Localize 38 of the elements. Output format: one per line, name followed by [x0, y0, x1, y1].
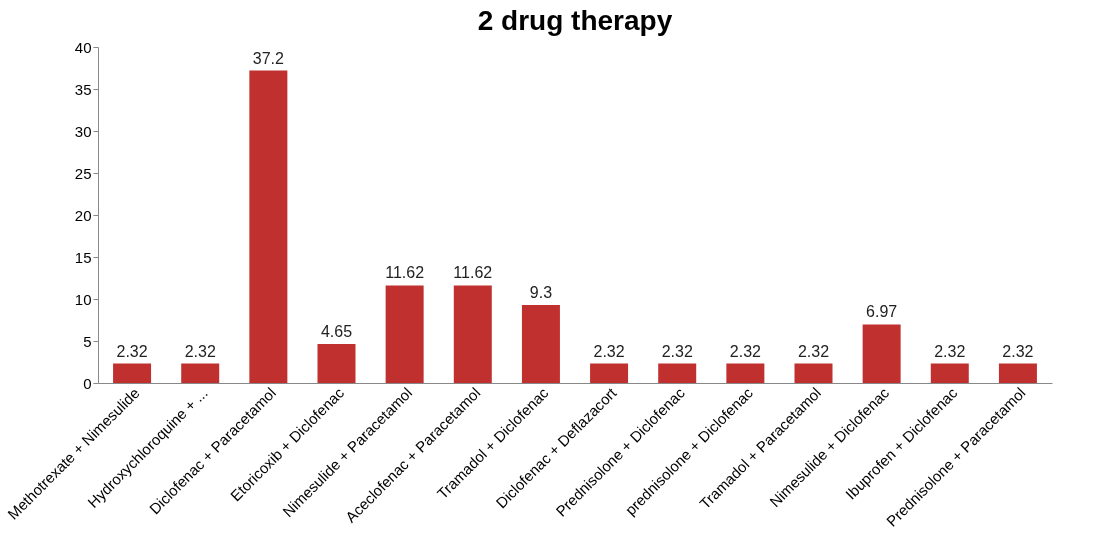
bar — [794, 363, 833, 383]
data-label: 2.32 — [729, 342, 762, 360]
data-label: 2.32 — [797, 342, 830, 360]
y-tick-label: 30 — [74, 122, 92, 140]
bar — [453, 285, 492, 383]
data-label: 11.62 — [385, 264, 425, 282]
data-label: 2.32 — [184, 342, 216, 360]
bar — [590, 363, 629, 383]
y-tick-label: 25 — [74, 164, 92, 182]
y-tick-label: 10 — [74, 290, 92, 308]
data-label: 2.32 — [1002, 342, 1034, 360]
bar — [521, 304, 560, 383]
y-tick-label: 35 — [74, 80, 92, 98]
bar — [726, 363, 765, 383]
bar — [113, 363, 152, 383]
data-label: 4.65 — [320, 322, 353, 340]
data-label: 2.32 — [934, 342, 966, 360]
data-label: 11.62 — [453, 264, 493, 282]
data-label: 37.2 — [252, 49, 285, 67]
data-label: 9.3 — [529, 283, 553, 301]
y-tick-label: 40 — [74, 38, 92, 56]
data-label: 2.32 — [116, 342, 148, 360]
bar — [862, 324, 901, 383]
bar — [385, 285, 424, 383]
chart-title: 2 drug therapy — [477, 5, 673, 36]
bar — [181, 363, 220, 383]
bar — [317, 343, 356, 383]
data-label: 2.32 — [593, 342, 625, 360]
bar — [930, 363, 969, 383]
y-tick-label: 15 — [74, 248, 92, 266]
data-label: 2.32 — [661, 342, 693, 360]
bar — [658, 363, 697, 383]
y-tick-label: 5 — [83, 332, 92, 350]
y-tick-label: 0 — [83, 374, 92, 392]
data-label: 6.97 — [866, 303, 898, 321]
bar — [998, 363, 1037, 383]
y-tick-label: 20 — [74, 206, 92, 224]
bar — [249, 70, 288, 383]
